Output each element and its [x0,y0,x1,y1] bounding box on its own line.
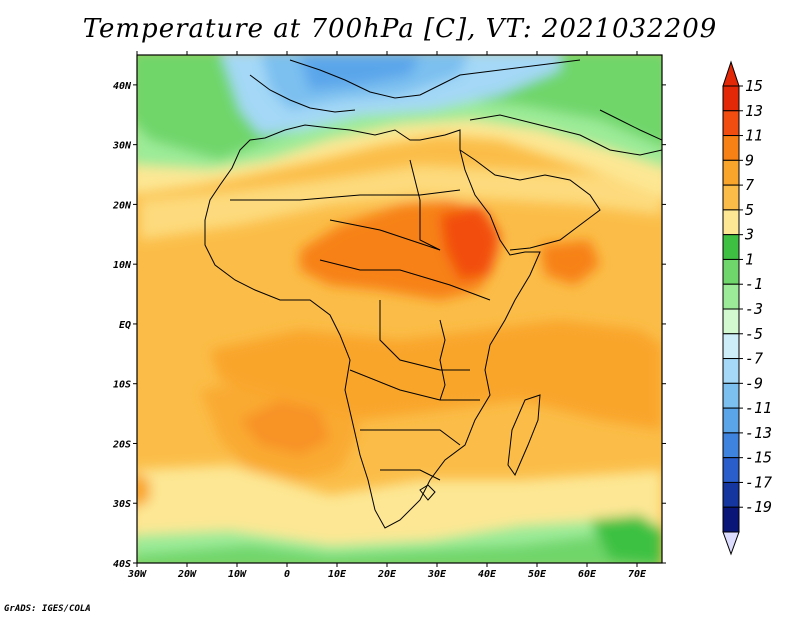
colorbar-label: -19 [745,498,772,516]
x-tick-label: 50E [528,569,547,580]
colorbar-label: 5 [745,201,754,219]
x-tick-label: 10W [228,569,247,580]
x-tick-label: 0 [284,569,290,580]
colorbar-label: 9 [745,151,754,169]
colorbar-swatch [722,258,740,285]
colorbar-label: 15 [745,77,763,95]
colorbar-label: 7 [745,176,754,194]
y-tick-label: 20N [112,200,132,211]
colorbar-label: 13 [745,102,763,120]
y-tick-label: 30N [112,141,132,152]
x-tick-label: 20W [177,569,197,580]
x-tick-label: 30W [127,569,147,580]
colorbar-swatch [722,358,740,384]
map-frame [136,54,663,564]
y-tick-label: 10S [113,380,131,391]
y-axis: 40N 30N 20N 10N EQ 10S 20S 30S 40S [112,81,666,570]
y-tick-label: EQ [119,320,131,331]
coastlines [204,59,662,529]
x-tick-label: 20E [377,569,397,580]
y-tick-label: 40S [113,559,131,570]
colorbar-bottom-arrow [722,531,740,556]
colorbar-swatch [722,481,740,508]
colorbar-label: -15 [745,449,772,467]
x-tick-label: 10E [328,569,347,580]
colorbar-label: 11 [745,127,763,145]
colorbar-swatch [722,159,740,186]
x-axis: 30W 20W 10W 0 10E 20E 30E 40E 50E 60E 70E [127,51,647,580]
y-tick-label: 20S [112,439,131,450]
colorbar-swatch [722,457,740,483]
colorbar-swatch [722,283,740,310]
colorbar-swatch [722,110,740,137]
colorbar-top-arrow [722,60,740,87]
colorbar-swatch [722,234,740,260]
colorbar-swatch [722,382,740,409]
colorbar: 15 13 11 9 7 5 3 1 -1 -3 -5 -7 -9 -11 -13 -15 -17 -19 [722,60,772,556]
x-tick-label: 60E [578,569,597,580]
colorbar-label: -17 [745,473,772,491]
y-tick-label: 30S [112,499,131,510]
colorbar-label: -5 [745,325,763,343]
colorbar-label: 3 [744,226,754,244]
colorbar-swatch [722,209,740,236]
colorbar-swatch [722,432,740,459]
colorbar-label: -11 [745,399,772,417]
colorbar-swatch [722,85,740,112]
colorbar-swatch [722,135,740,161]
colorbar-label: -1 [745,275,763,293]
y-tick-label: 10N [113,260,132,271]
temperature-field [137,55,662,563]
colorbar-swatch [722,506,740,533]
map-title: Temperature at 700hPa [C], VT: 202103220… [82,14,718,44]
colorbar-swatch [722,333,740,360]
grads-credit: GrADS: IGES/COLA [4,604,91,614]
colorbar-label: -9 [745,374,763,392]
colorbar-swatch [722,184,740,211]
colorbar-label: 1 [745,250,754,268]
x-tick-label: 40E [478,569,497,580]
colorbar-label: -3 [745,300,763,318]
colorbar-swatch [722,407,740,434]
x-tick-label: 70E [628,569,647,580]
colorbar-swatch [722,308,740,335]
colorbar-label: -7 [745,350,763,368]
colorbar-label: -13 [745,424,772,442]
x-tick-label: 30E [427,569,447,580]
y-tick-label: 40N [113,81,132,92]
